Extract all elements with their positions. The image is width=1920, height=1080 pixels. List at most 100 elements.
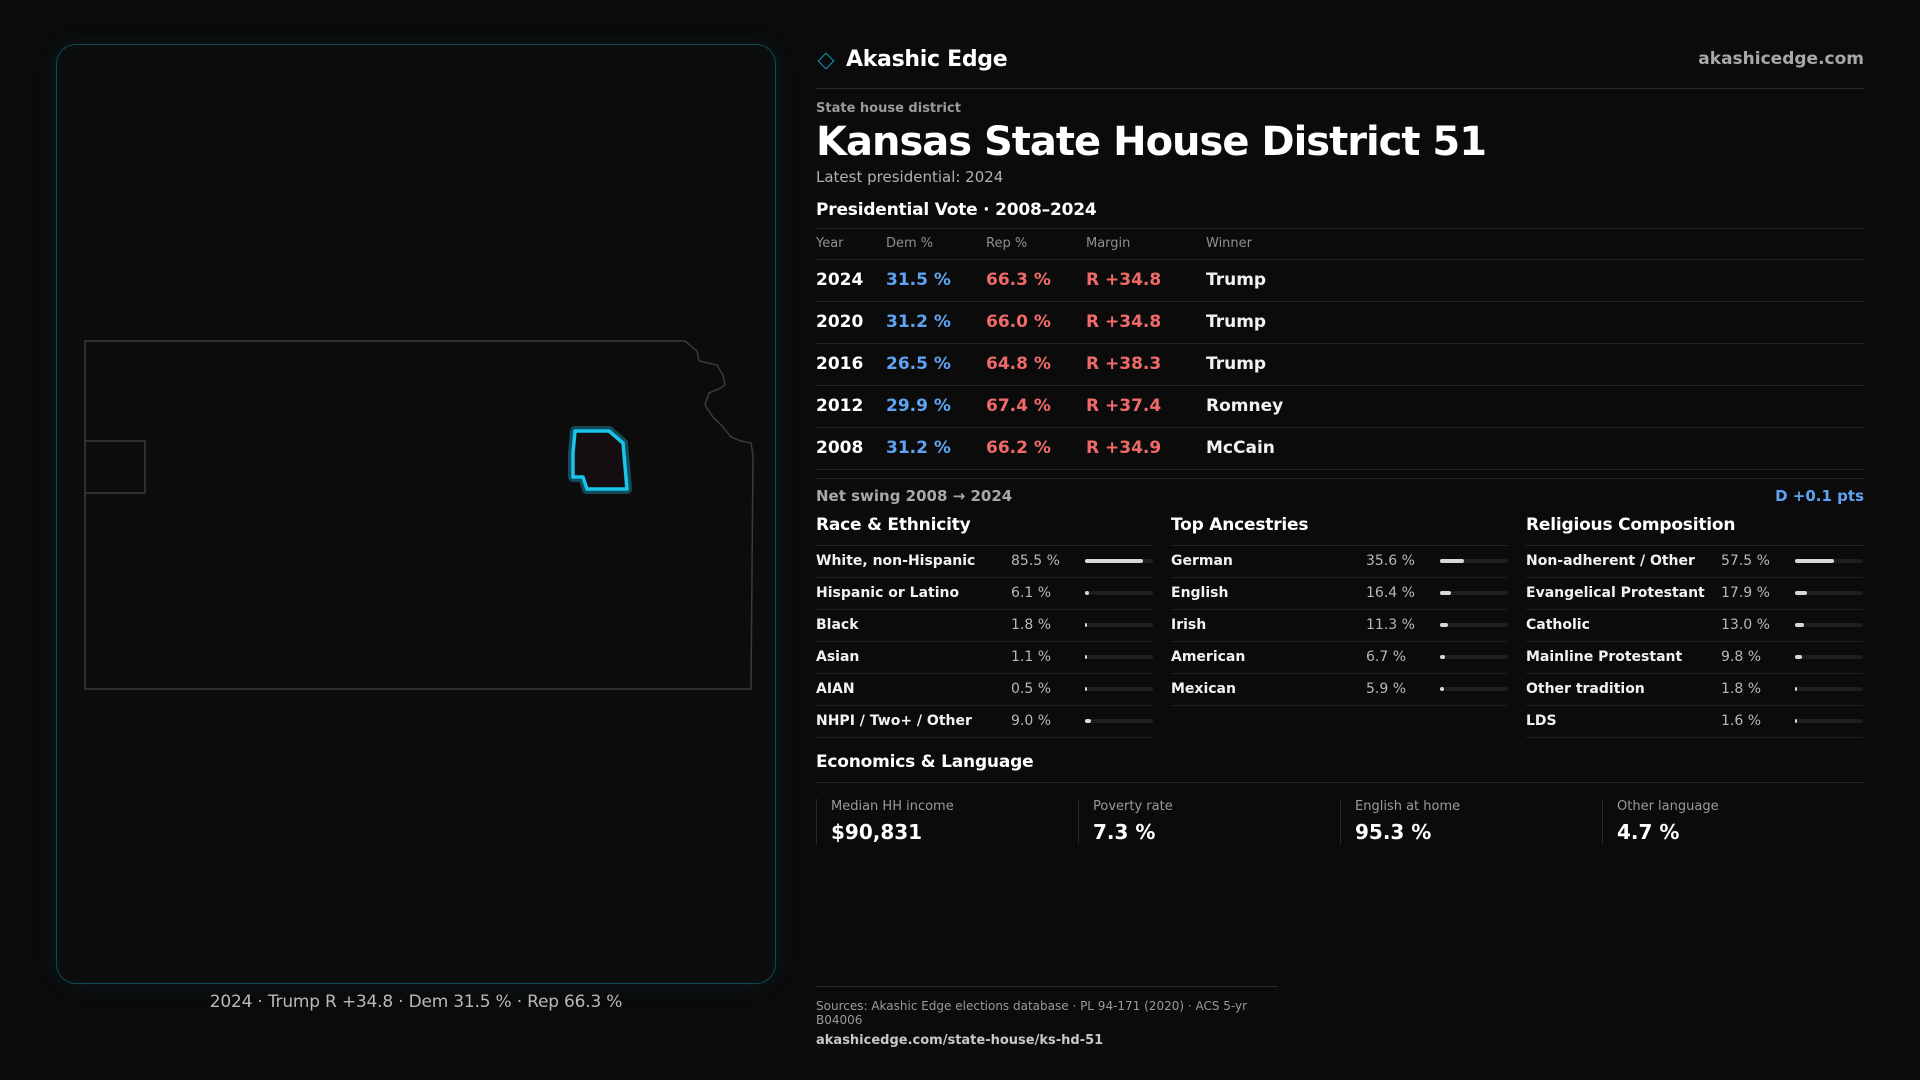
table-row: 2020 31.2 % 66.0 % R +34.8 Trump [816, 301, 1864, 344]
ancestry-section: Top Ancestries German 35.6 % English 16.4 %… [1171, 515, 1508, 738]
ancestry-bar-track [1440, 655, 1508, 659]
ancestry-label: English [1171, 585, 1229, 601]
race-bar-track [1085, 687, 1153, 691]
religion-percent: 9.8 % [1721, 649, 1762, 665]
stat-card: Median HH income $90,831 [816, 798, 1078, 844]
religion-label: Evangelical Protestant [1526, 585, 1705, 601]
page-url-link[interactable]: akashicedge.com/state-house/ks-hd-51 [816, 1033, 1104, 1048]
religion-row: Evangelical Protestant 17.9 % [1526, 578, 1863, 610]
table-row: 2016 26.5 % 64.8 % R +38.3 Trump [816, 343, 1864, 386]
presidential-title: Presidential Vote · 2008–2024 [816, 200, 1864, 229]
stat-card: English at home 95.3 % [1340, 798, 1602, 844]
religion-label: LDS [1526, 713, 1557, 729]
race-label: Black [816, 617, 859, 633]
col-margin: Margin [1086, 229, 1206, 260]
religion-bar-fill [1795, 559, 1835, 563]
religion-bar-track [1795, 655, 1863, 659]
ancestry-label: German [1171, 553, 1233, 569]
latest-presidential: Latest presidential: 2024 [816, 168, 1004, 186]
presidential-table: Year Dem % Rep % Margin Winner 2024 31.5… [816, 229, 1864, 470]
row-winner: McCain [1206, 427, 1864, 470]
race-label: AIAN [816, 681, 855, 697]
race-bar-fill [1085, 687, 1087, 691]
race-label: Asian [816, 649, 860, 665]
ancestry-row: American 6.7 % [1171, 642, 1508, 674]
ancestry-percent: 11.3 % [1366, 617, 1415, 633]
row-margin: R +37.4 [1086, 385, 1206, 428]
economics-title: Economics & Language [816, 752, 1864, 783]
ancestry-row: German 35.6 % [1171, 546, 1508, 578]
sources-text: Sources: Akashic Edge elections database… [816, 999, 1248, 1027]
race-label: NHPI / Two+ / Other [816, 713, 972, 729]
row-margin: R +38.3 [1086, 343, 1206, 386]
religion-label: Non-adherent / Other [1526, 553, 1695, 569]
ancestry-percent: 35.6 % [1366, 553, 1415, 569]
race-bar-track [1085, 623, 1153, 627]
religion-percent: 1.8 % [1721, 681, 1762, 697]
religion-label: Other tradition [1526, 681, 1645, 697]
religion-percent: 13.0 % [1721, 617, 1770, 633]
district-map[interactable] [57, 45, 777, 985]
stat-value: 4.7 % [1617, 819, 1680, 844]
district-highlight[interactable] [571, 429, 629, 491]
stat-label: English at home [1355, 798, 1461, 814]
row-year: 2016 [816, 343, 886, 386]
diamond-logo-icon [817, 52, 835, 70]
brand-name: Akashic Edge [846, 46, 1008, 72]
map-caption: 2024 · Trump R +34.8 · Dem 31.5 % · Rep … [209, 992, 623, 1012]
religion-percent: 57.5 % [1721, 553, 1770, 569]
religion-row: Non-adherent / Other 57.5 % [1526, 546, 1863, 578]
race-percent: 9.0 % [1011, 713, 1052, 729]
map-panel[interactable] [56, 44, 776, 984]
religion-percent: 17.9 % [1721, 585, 1770, 601]
net-swing: Net swing 2008 → 2024 D +0.1 pts [816, 477, 1864, 505]
religion-row: Other tradition 1.8 % [1526, 674, 1863, 706]
religion-row: Catholic 13.0 % [1526, 610, 1863, 642]
table-row: 2012 29.9 % 67.4 % R +37.4 Romney [816, 385, 1864, 428]
row-dem: 26.5 % [886, 343, 986, 386]
row-dem: 29.9 % [886, 385, 986, 428]
religion-title: Religious Composition [1526, 515, 1863, 546]
religion-bar-fill [1795, 591, 1808, 595]
ancestry-bar-track [1440, 623, 1508, 627]
row-winner: Trump [1206, 301, 1864, 344]
religion-bar-track [1795, 623, 1863, 627]
race-bar-fill [1085, 591, 1090, 595]
demographics: Race & Ethnicity White, non-Hispanic 85.5… [816, 515, 1864, 738]
religion-bar-track [1795, 719, 1863, 723]
row-rep: 66.3 % [986, 259, 1086, 302]
header: Akashic Edge akashicedge.com [816, 44, 1864, 89]
row-year: 2024 [816, 259, 886, 302]
brand[interactable]: Akashic Edge [816, 46, 1008, 72]
religion-row: Mainline Protestant 9.8 % [1526, 642, 1863, 674]
race-bar-fill [1085, 655, 1087, 659]
row-year: 2008 [816, 427, 886, 470]
stat-label: Poverty rate [1093, 798, 1173, 814]
religion-bar-fill [1795, 687, 1797, 691]
religion-bar-fill [1795, 719, 1797, 723]
religion-label: Catholic [1526, 617, 1590, 633]
race-bar-track [1085, 655, 1153, 659]
economics-cards: Median HH income $90,831 Poverty rate 7.… [816, 798, 1864, 844]
district-kicker: State house district [816, 101, 961, 116]
race-row: NHPI / Two+ / Other 9.0 % [816, 706, 1153, 738]
stat-value: 7.3 % [1093, 819, 1156, 844]
ancestry-bar-fill [1440, 623, 1448, 627]
race-bar-fill [1085, 719, 1092, 723]
stat-card: Poverty rate 7.3 % [1078, 798, 1340, 844]
row-rep: 67.4 % [986, 385, 1086, 428]
ancestry-label: American [1171, 649, 1246, 665]
race-label: White, non-Hispanic [816, 553, 976, 569]
ancestry-percent: 16.4 % [1366, 585, 1415, 601]
race-label: Hispanic or Latino [816, 585, 960, 601]
row-winner: Trump [1206, 259, 1864, 302]
row-margin: R +34.8 [1086, 301, 1206, 344]
race-row: Black 1.8 % [816, 610, 1153, 642]
race-percent: 0.5 % [1011, 681, 1052, 697]
footer: Sources: Akashic Edge elections database… [816, 986, 1278, 1048]
stat-label: Median HH income [831, 798, 954, 814]
table-row: 2008 31.2 % 66.2 % R +34.9 McCain [816, 427, 1864, 470]
race-row: Asian 1.1 % [816, 642, 1153, 674]
religion-bar-fill [1795, 623, 1804, 627]
site-link[interactable]: akashicedge.com [1698, 49, 1864, 69]
